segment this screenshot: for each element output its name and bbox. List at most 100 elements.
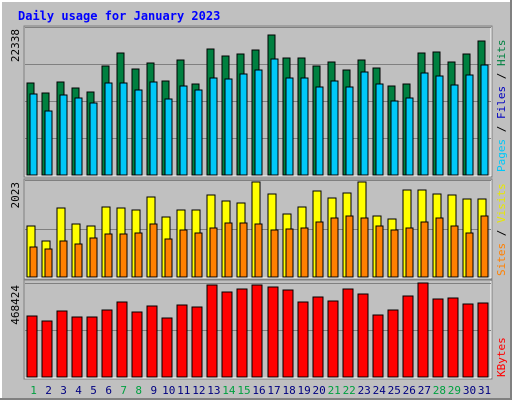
x-tick-label: 28 [433,384,446,397]
x-tick-label: 3 [60,384,67,397]
bar-files-day-4 [74,97,83,176]
legend-item-pages: Pages [495,139,508,172]
bar-sites-day-26 [405,227,414,278]
bar-files-day-14 [224,78,233,176]
bar-kbytes-day-6 [101,309,113,378]
x-tick-label: 9 [150,384,157,397]
bar-kbytes-day-12 [191,306,203,378]
bar-sites-day-29 [450,225,459,278]
bar-sites-day-17 [270,229,279,278]
chart-panels [23,25,493,380]
bar-sites-day-7 [119,233,128,278]
bar-kbytes-day-5 [86,316,98,378]
bar-sites-day-21 [330,217,339,278]
bar-files-day-17 [270,58,279,176]
y-max-label-top: 22338 [9,29,22,62]
bar-sites-day-5 [89,237,98,278]
y-axis-max-labels: 22338 2023 468424 [9,29,22,325]
bar-kbytes-day-24 [372,314,384,378]
bar-sites-day-23 [360,217,369,278]
x-tick-label: 20 [312,384,325,397]
bar-kbytes-day-2 [41,320,53,378]
bar-kbytes-day-3 [56,310,68,378]
bar-kbytes-day-22 [342,288,354,378]
legend-item-kbytes: KBytes [495,337,508,377]
bar-kbytes-day-11 [176,304,188,378]
bar-sites-day-12 [194,232,203,278]
bar-files-day-2 [44,110,53,176]
bar-sites-day-27 [420,221,429,278]
bar-files-day-13 [209,77,218,176]
bar-sites-day-10 [164,238,173,278]
bar-kbytes-day-1 [26,315,38,378]
bar-files-day-10 [164,98,173,176]
bar-sites-day-22 [345,215,354,278]
bar-kbytes-day-27 [417,282,429,378]
bar-sites-day-25 [390,229,399,278]
series-files [29,58,489,176]
bar-files-day-27 [420,72,429,176]
panel-bottom [23,279,493,380]
bar-sites-day-1 [29,246,38,278]
legend-item-sites: Sites [495,243,508,276]
x-axis-tick-labels: 1 2 3 4 5 6 7 8 9 10 11 12 13 14 15 16 17 18 19 20 21 22 23 24 2… [30,384,491,397]
x-tick-label: 21 [328,384,341,397]
x-tick-label: 18 [282,384,295,397]
legends: Pages / Files / Hits Sites / Visits KBytes [495,40,508,378]
bar-kbytes-day-25 [387,309,399,378]
legend-item-visits: Visits [495,183,508,223]
bar-sites-day-16 [254,223,263,278]
bar-files-day-26 [405,97,414,176]
bar-files-day-29 [450,84,459,176]
x-tick-label: 27 [418,384,431,397]
panel-border-shadow [23,25,493,178]
bar-files-day-11 [179,85,188,176]
series-kbytes [26,282,489,378]
bar-kbytes-day-21 [327,300,339,378]
bar-kbytes-day-10 [161,317,173,378]
bar-sites-day-8 [134,232,143,278]
bar-sites-day-2 [44,248,53,278]
legend-separator: / [495,223,508,243]
bar-files-day-16 [254,69,263,176]
bar-sites-day-6 [104,233,113,278]
bar-kbytes-day-7 [116,301,128,378]
bar-kbytes-day-14 [221,291,233,378]
x-tick-label: 13 [207,384,220,397]
bar-kbytes-day-29 [447,297,459,378]
x-tick-label: 19 [297,384,310,397]
x-tick-label: 7 [120,384,127,397]
bar-files-day-19 [300,77,309,176]
series-sites [29,215,489,278]
bar-kbytes-day-4 [71,316,83,378]
bar-files-day-20 [315,86,324,176]
x-tick-label: 24 [373,384,387,397]
bar-sites-day-4 [74,243,83,278]
bar-files-day-31 [480,64,489,176]
bar-files-day-23 [360,71,369,176]
x-tick-label: 25 [388,384,401,397]
bar-files-day-15 [239,73,248,176]
bar-sites-day-15 [239,222,248,278]
x-tick-label: 26 [403,384,416,397]
bar-sites-day-14 [224,222,233,278]
bar-kbytes-day-31 [477,302,489,378]
bar-files-day-18 [285,77,294,176]
legend-item-hits: Hits [495,40,508,67]
bar-files-day-7 [119,82,128,176]
x-tick-label: 15 [237,384,250,397]
x-tick-label: 22 [343,384,356,397]
bar-sites-day-20 [315,221,324,278]
x-tick-label: 1 [30,384,37,397]
legend-separator: / [495,66,508,86]
x-tick-label: 2 [45,384,52,397]
bar-sites-day-11 [179,229,188,278]
x-tick-label: 10 [162,384,175,397]
chart-title: Daily usage for January 2023 [18,9,220,23]
x-tick-label: 14 [222,384,236,397]
bar-files-day-28 [435,75,444,176]
bar-kbytes-day-13 [206,284,218,378]
bar-kbytes-day-8 [131,311,143,378]
